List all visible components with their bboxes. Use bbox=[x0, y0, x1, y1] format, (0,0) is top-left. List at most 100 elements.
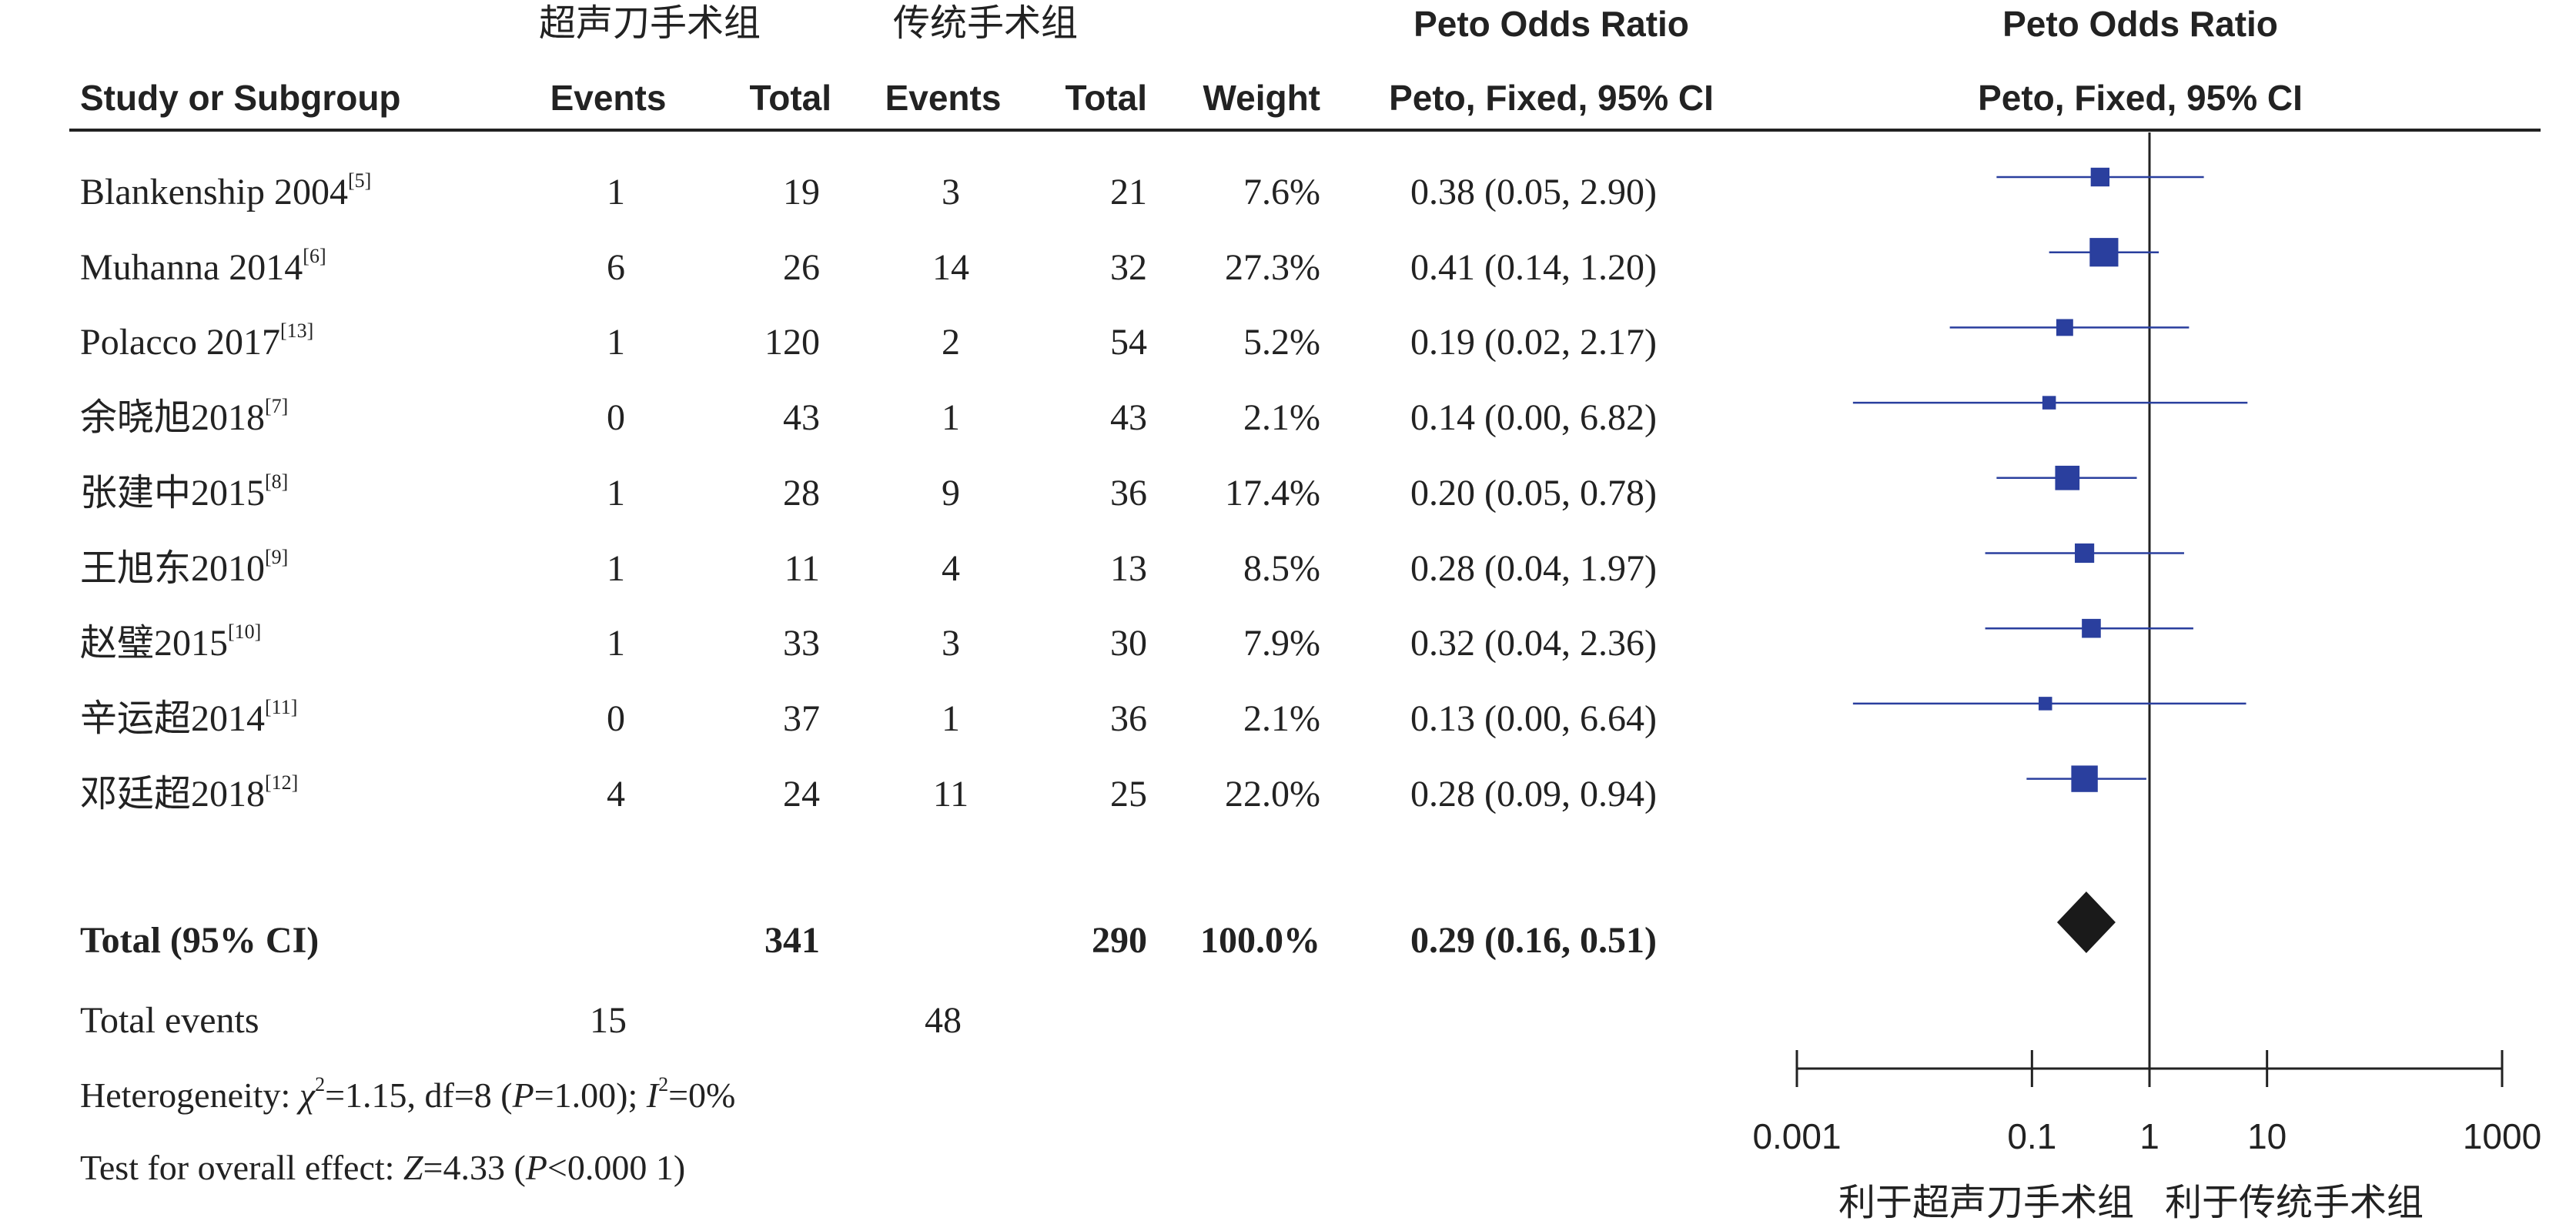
study-total2: 21 bbox=[1110, 172, 1147, 212]
study-events1: 6 bbox=[607, 246, 625, 288]
study-marker bbox=[2089, 238, 2119, 267]
study-marker bbox=[2042, 396, 2056, 410]
study-events1: 1 bbox=[607, 472, 625, 513]
study-ci-text: 0.41 (0.14, 1.20) bbox=[1410, 246, 1657, 288]
study-total2: 13 bbox=[1110, 547, 1147, 589]
header-rule bbox=[69, 129, 2541, 132]
study-reference: [10] bbox=[228, 621, 262, 644]
study-weight: 5.2% bbox=[1243, 322, 1320, 363]
study-events2: 4 bbox=[942, 547, 960, 589]
effect-method-header: Peto, Fixed, 95% CI bbox=[1389, 78, 1714, 118]
study-marker bbox=[2082, 618, 2101, 638]
study-name: 赵璧2015[10] bbox=[80, 621, 262, 664]
heterogeneity-end: =0% bbox=[668, 1075, 736, 1115]
study-reference: [11] bbox=[265, 695, 298, 718]
z-symbol: Z bbox=[403, 1148, 423, 1187]
study-name: Polacco 2017[13] bbox=[80, 319, 314, 363]
study-events1: 1 bbox=[607, 172, 625, 212]
study-total1: 24 bbox=[783, 773, 820, 815]
plot-title: Peto Odds Ratio bbox=[2002, 4, 2278, 44]
study-name: 张建中2015[8] bbox=[80, 470, 289, 513]
study-ci-text: 0.38 (0.05, 2.90) bbox=[1410, 172, 1657, 212]
study-marker bbox=[2056, 319, 2073, 336]
study-marker bbox=[2055, 465, 2080, 490]
study-events1: 1 bbox=[607, 623, 625, 664]
study-ci-text: 0.20 (0.05, 0.78) bbox=[1410, 472, 1657, 513]
study-ci-text: 0.13 (0.00, 6.64) bbox=[1410, 697, 1657, 739]
study-total2: 30 bbox=[1110, 623, 1147, 664]
total2-value: 290 bbox=[1092, 920, 1147, 961]
total-events-label: Total events bbox=[80, 1000, 259, 1041]
study-events1: 1 bbox=[607, 547, 625, 589]
total-ci-text: 0.29 (0.16, 0.51) bbox=[1410, 920, 1657, 961]
study-weight: 2.1% bbox=[1243, 397, 1320, 439]
p-symbol: P bbox=[512, 1075, 534, 1115]
study-total1: 120 bbox=[764, 322, 820, 363]
study-total1: 43 bbox=[783, 397, 820, 439]
study-name: 邓廷超2018[12] bbox=[80, 771, 299, 815]
study-ci-text: 0.32 (0.04, 2.36) bbox=[1410, 623, 1657, 664]
overall-end: <0.000 1) bbox=[547, 1148, 686, 1187]
study-name: 辛运超2014[11] bbox=[80, 695, 298, 739]
study-events1: 1 bbox=[607, 322, 625, 363]
study-reference: [9] bbox=[265, 545, 289, 568]
study-weight: 8.5% bbox=[1243, 547, 1320, 589]
study-marker bbox=[2071, 765, 2098, 792]
study-events2: 9 bbox=[942, 472, 960, 513]
study-weight: 22.0% bbox=[1225, 773, 1320, 815]
overall-prefix: Test for overall effect: bbox=[80, 1148, 403, 1187]
i-sup: 2 bbox=[658, 1073, 669, 1096]
i-symbol: I bbox=[646, 1075, 659, 1115]
study-total1: 33 bbox=[783, 623, 820, 664]
total1-column-header: Total bbox=[749, 78, 831, 118]
study-ci-text: 0.19 (0.02, 2.17) bbox=[1410, 322, 1657, 363]
study-total1: 26 bbox=[783, 246, 820, 288]
overall-p-symbol: P bbox=[525, 1148, 547, 1187]
total-weight: 100.0% bbox=[1200, 920, 1320, 961]
study-events2: 1 bbox=[942, 697, 960, 739]
x-tick-label: 0.1 bbox=[2007, 1116, 2056, 1156]
group1-header: 超声刀手术组 bbox=[539, 2, 761, 45]
study-events1: 0 bbox=[607, 397, 625, 439]
study-events1: 4 bbox=[607, 773, 625, 815]
study-reference: [6] bbox=[303, 244, 326, 267]
study-marker bbox=[2090, 167, 2110, 187]
plot-method-header: Peto, Fixed, 95% CI bbox=[1978, 78, 2303, 118]
study-events2: 11 bbox=[932, 773, 969, 815]
study-events1: 0 bbox=[607, 697, 625, 739]
heterogeneity-mid: =1.15, df=8 ( bbox=[325, 1075, 513, 1115]
x-tick-label: 1000 bbox=[2463, 1116, 2541, 1156]
study-reference: [12] bbox=[265, 771, 299, 794]
overall-effect-footnote: Test for overall effect: Z=4.33 (P<0.000… bbox=[80, 1150, 685, 1186]
study-reference: [8] bbox=[265, 470, 289, 493]
study-total2: 36 bbox=[1110, 697, 1147, 739]
study-ci-text: 0.14 (0.00, 6.82) bbox=[1410, 397, 1657, 439]
x-tick-label: 0.001 bbox=[1752, 1116, 1841, 1156]
study-weight: 2.1% bbox=[1243, 697, 1320, 739]
overall-mid: =4.33 ( bbox=[423, 1148, 526, 1187]
study-ci-text: 0.28 (0.09, 0.94) bbox=[1410, 773, 1657, 815]
heterogeneity-footnote: Heterogeneity: χ2=1.15, df=8 (P=1.00); I… bbox=[80, 1075, 736, 1115]
events1-column-header: Events bbox=[550, 78, 667, 118]
heterogeneity-prefix: Heterogeneity: bbox=[80, 1075, 299, 1115]
study-total2: 25 bbox=[1110, 773, 1147, 815]
study-marker bbox=[2038, 697, 2052, 711]
study-column-header: Study or Subgroup bbox=[80, 78, 401, 118]
study-events2: 14 bbox=[932, 246, 969, 288]
events2-column-header: Events bbox=[885, 78, 1002, 118]
x-tick-label: 10 bbox=[2247, 1116, 2287, 1156]
favours-right-label: 利于传统手术组 bbox=[2165, 1181, 2424, 1221]
study-total1: 19 bbox=[783, 172, 820, 212]
study-total2: 54 bbox=[1110, 322, 1147, 363]
study-events2: 3 bbox=[942, 172, 960, 212]
study-total2: 43 bbox=[1110, 397, 1147, 439]
group2-header: 传统手术组 bbox=[893, 2, 1079, 45]
total2-column-header: Total bbox=[1065, 78, 1147, 118]
study-events2: 3 bbox=[942, 623, 960, 664]
study-total1: 28 bbox=[783, 472, 820, 513]
study-total1: 37 bbox=[783, 697, 820, 739]
study-name: 王旭东2010[9] bbox=[80, 545, 289, 589]
weight-column-header: Weight bbox=[1203, 78, 1320, 118]
